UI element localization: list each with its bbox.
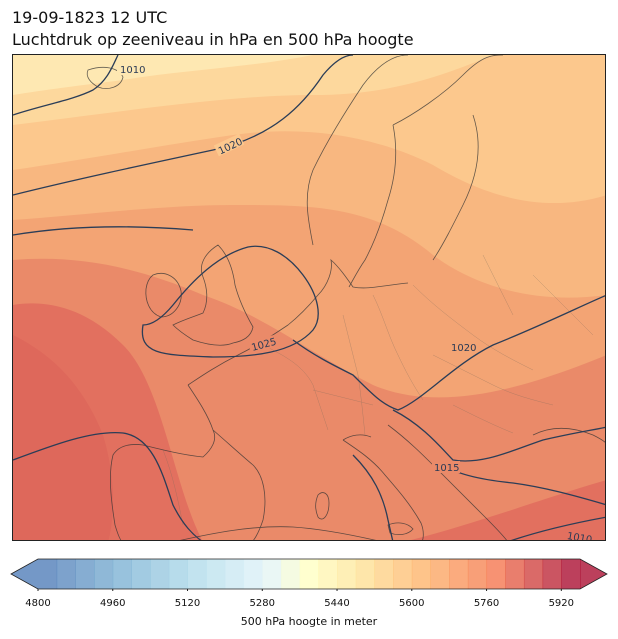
colorbar-tick-label: 5600 bbox=[399, 598, 425, 609]
colorbar-segment bbox=[56, 559, 76, 589]
isobars bbox=[13, 55, 605, 540]
colorbar bbox=[10, 557, 608, 592]
colorbar-segment bbox=[299, 559, 319, 589]
colorbar-segment bbox=[112, 559, 132, 589]
colorbar-segment bbox=[430, 559, 450, 589]
isobar-label-1010-southeast: 1010 bbox=[566, 531, 593, 541]
isobar-1010-north bbox=[13, 55, 119, 116]
colorbar-segment bbox=[94, 559, 114, 589]
colorbar-segment bbox=[131, 559, 151, 589]
colorbar-segment bbox=[187, 559, 207, 589]
colorbar-segment bbox=[523, 559, 544, 589]
map-title-description: Luchtdruk op zeeniveau in hPa en 500 hPa… bbox=[12, 30, 414, 49]
colorbar-segment bbox=[168, 559, 189, 589]
isobar-label-1010-north: 1010 bbox=[120, 65, 145, 76]
colorbar-tick-label: 5760 bbox=[473, 598, 500, 609]
colorbar-extend-low bbox=[11, 559, 38, 589]
isobar-label-1020-east: 1020 bbox=[451, 343, 476, 354]
colorbar-segment bbox=[280, 559, 301, 589]
isobar-1025 bbox=[141, 245, 319, 358]
colorbar-segment bbox=[411, 559, 431, 589]
colorbar-segment bbox=[150, 559, 170, 589]
colorbar-segment bbox=[262, 559, 282, 589]
colorbar-tick-label: 5280 bbox=[249, 598, 275, 609]
map-title-date: 19-09-1823 12 UTC bbox=[12, 8, 168, 27]
isobar-1020-west bbox=[13, 226, 194, 236]
colorbar-segment bbox=[243, 559, 263, 589]
colorbar-tick-label: 5920 bbox=[548, 598, 575, 609]
colorbar-tick-label: 5440 bbox=[324, 598, 350, 609]
country-borders bbox=[162, 254, 594, 526]
colorbar-svg bbox=[10, 558, 608, 592]
colorbar-segment bbox=[38, 559, 58, 589]
isobar-1015-south bbox=[442, 464, 605, 506]
colorbar-segment bbox=[318, 559, 338, 589]
map-panel: 1010 1020 1025 1020 1015 1010 bbox=[12, 54, 606, 541]
colorbar-segment bbox=[355, 559, 375, 589]
colorbar-segment bbox=[374, 559, 394, 589]
isobar-1020-southwest bbox=[13, 431, 202, 540]
colorbar-tick-label: 4960 bbox=[100, 598, 126, 609]
isobar-1015-italy bbox=[352, 454, 394, 540]
colorbar-segment bbox=[206, 559, 226, 589]
colorbar-segment bbox=[467, 559, 488, 589]
isobar-1015 bbox=[392, 409, 605, 462]
colorbar-extend-high bbox=[580, 559, 607, 589]
colorbar-segment bbox=[449, 559, 469, 589]
colorbar-segment bbox=[486, 559, 506, 589]
colorbar-segment bbox=[337, 559, 357, 589]
isobar-1010-southeast bbox=[510, 516, 605, 540]
isobar-labels: 1010 1020 1025 1020 1015 1010 bbox=[117, 63, 594, 541]
colorbar-tick-label: 4800 bbox=[25, 598, 51, 609]
colorbar-segment bbox=[224, 559, 245, 589]
isobar-label-1015: 1015 bbox=[434, 463, 459, 474]
height-band-5880 bbox=[13, 335, 113, 540]
colorbar-tick-label: 5120 bbox=[174, 598, 201, 609]
colorbar-segment bbox=[561, 559, 581, 589]
colorbar-segment bbox=[505, 559, 525, 589]
colorbar-label: 500 hPa hoogte in meter bbox=[240, 615, 378, 628]
height-band-5600 bbox=[13, 55, 313, 95]
map-svg: 1010 1020 1025 1020 1015 1010 bbox=[13, 55, 605, 541]
colorbar-segment bbox=[542, 559, 562, 589]
isobar-1020-east bbox=[292, 295, 605, 411]
colorbar-segment bbox=[393, 559, 413, 589]
colorbar-segment bbox=[75, 559, 95, 589]
isobar-1020-north bbox=[13, 55, 354, 196]
